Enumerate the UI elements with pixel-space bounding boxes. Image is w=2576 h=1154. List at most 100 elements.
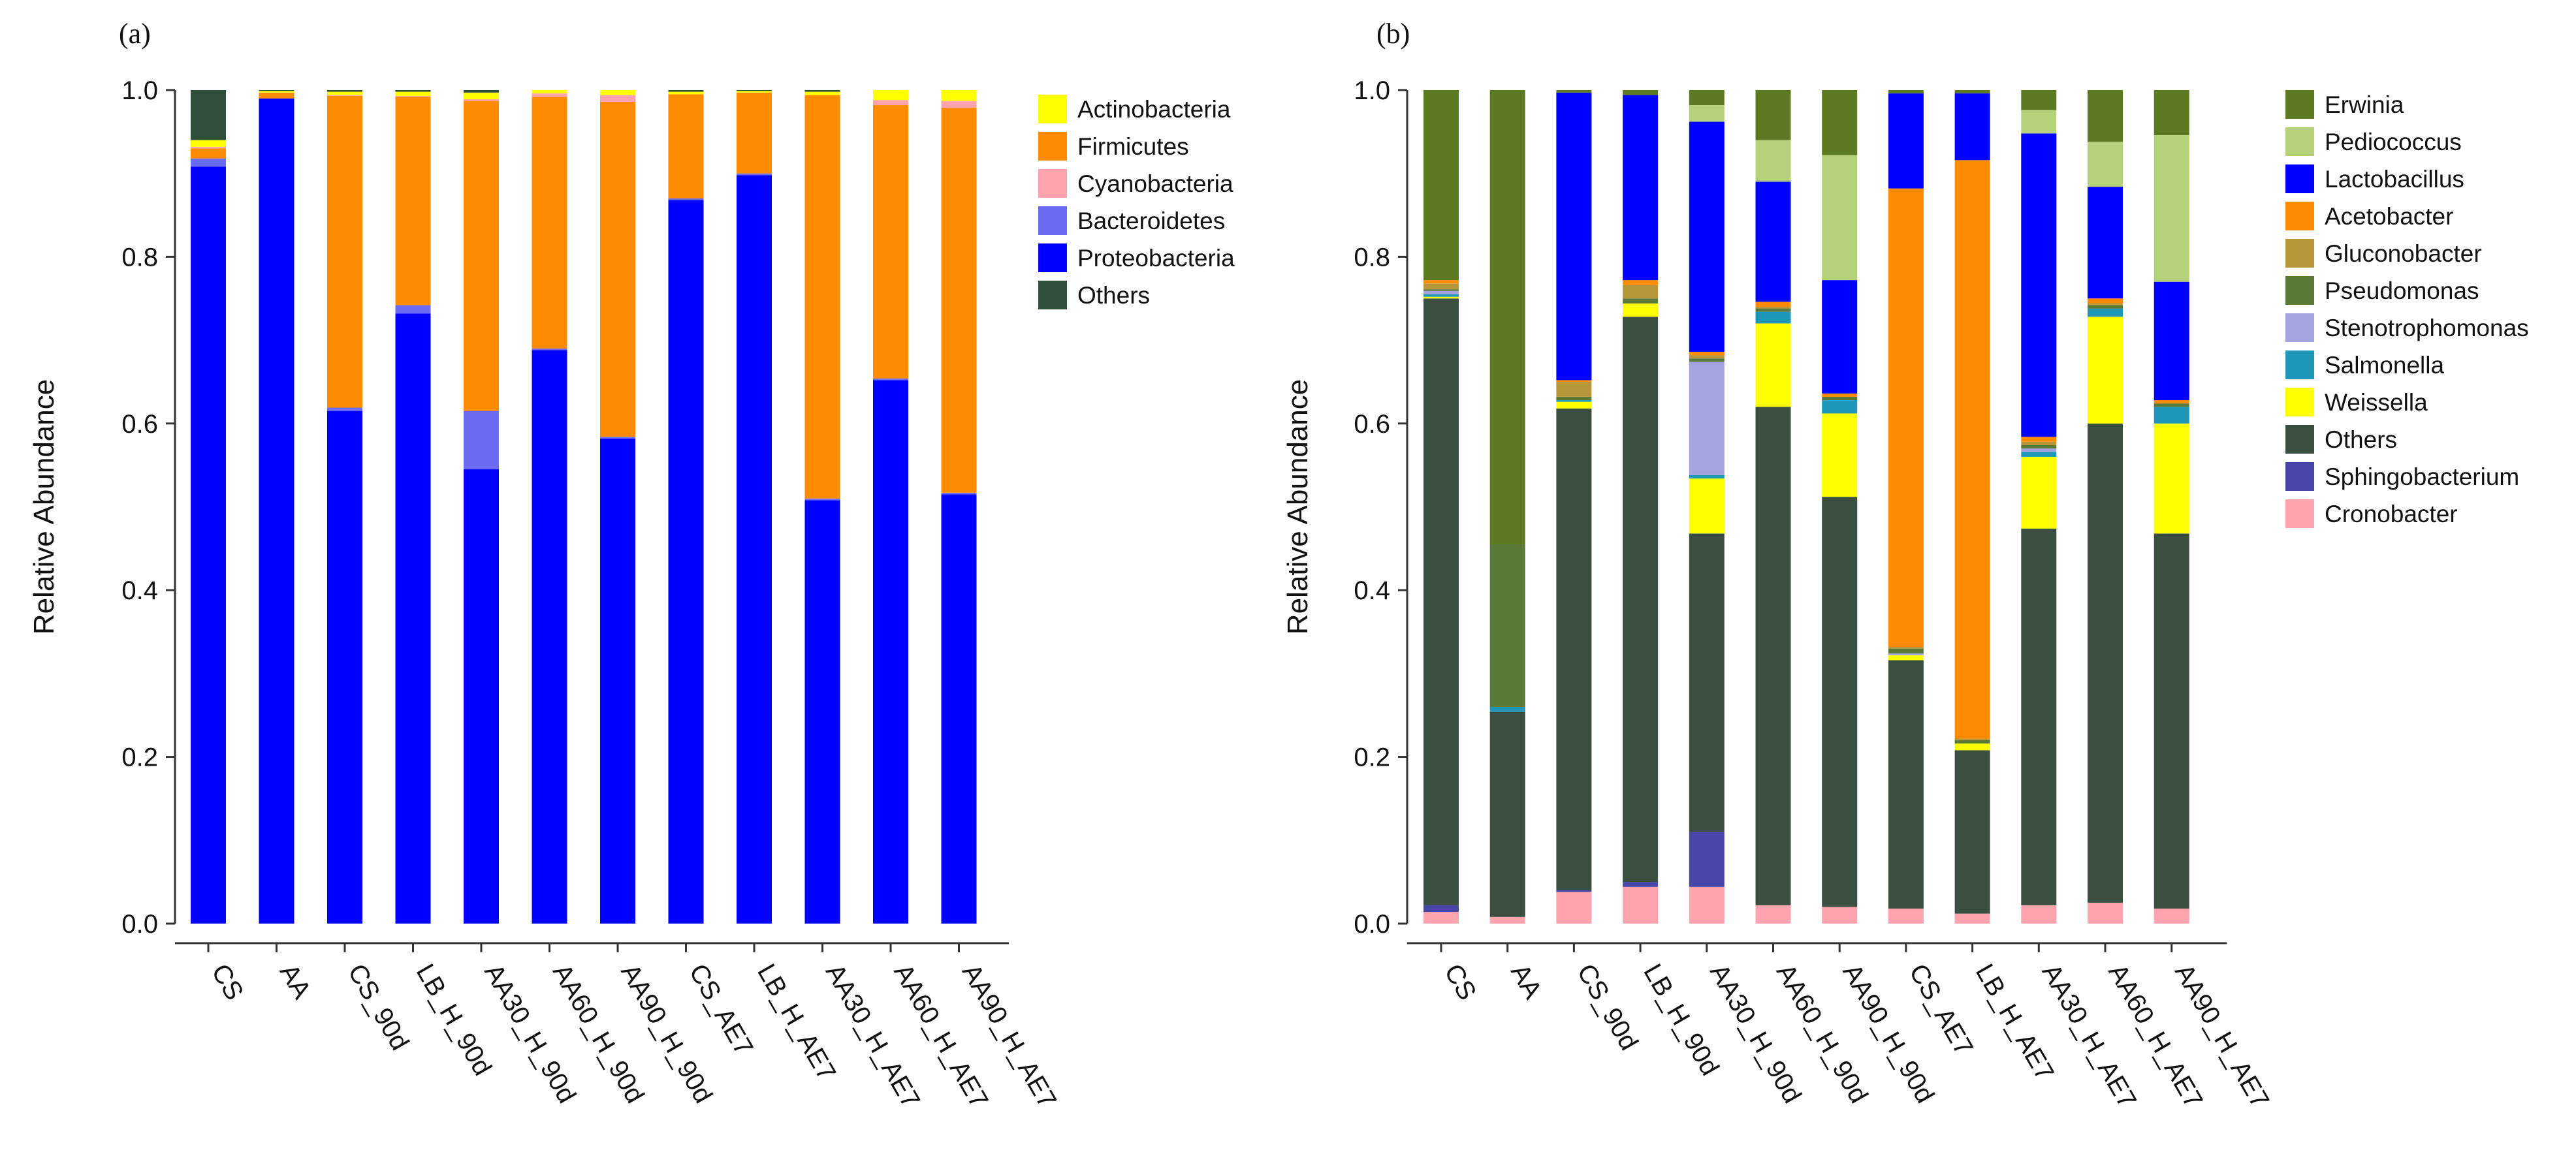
panel-b-segment-others-cs <box>1423 298 1459 905</box>
panel-a-legend-item-firmicutes: Firmicutes <box>1038 132 1189 161</box>
panel-b-segment-cronobacter-lb-h-ae7 <box>1954 913 1990 924</box>
panel-b-bar-aa30-h-90d <box>1689 90 1725 924</box>
panel-b-segment-weissella-lb-h-ae7 <box>1954 743 1990 751</box>
panel-a-legend-label-others: Others <box>1077 282 1150 309</box>
panel-b-segment-sphingobacterium-cs <box>1423 905 1459 912</box>
panel-b-legend-swatch-pseudomonas <box>2285 276 2314 305</box>
panel-b-segment-gluconobacter-aa60-h-ae7 <box>2088 303 2123 305</box>
panel-b-segment-weissella-aa60-h-ae7 <box>2088 317 2123 424</box>
panel-b-segment-pediococcus-aa60-h-90d <box>1755 140 1791 182</box>
panel-b-segment-weissella-aa90-h-ae7 <box>2154 423 2189 534</box>
panel-b-segment-gluconobacter-cs <box>1423 283 1459 290</box>
panel-a-segment-proteobacteria-lb-h-90d <box>395 313 431 924</box>
panel-b-legend-label-sphingobacterium: Sphingobacterium <box>2325 463 2519 490</box>
panel-b-segment-cronobacter-aa30-h-90d <box>1689 886 1725 924</box>
panel-b-legend-item-weissella: Weissella <box>2285 388 2428 416</box>
panel-b-segment-acetobacter-lb-h-90d <box>1623 280 1659 285</box>
panel-b-segment-others-cs-90d <box>1556 408 1592 890</box>
panel-b-segment-salmonella-cs-90d <box>1556 400 1592 402</box>
panel-a-segment-actinobacteria-aa30-h-90d <box>464 92 499 100</box>
panel-a-y-tick-label: 1.0 <box>121 76 158 105</box>
panel-b-legend-item-stenotrophomonas: Stenotrophomonas <box>2285 313 2529 342</box>
panel-a-segment-actinobacteria-lb-h-90d <box>395 91 431 96</box>
panel-a-legend-label-proteobacteria: Proteobacteria <box>1077 245 1235 272</box>
panel-a-bar-cs-ae7 <box>668 90 704 924</box>
panel-b-segment-others-lb-h-90d <box>1623 317 1659 882</box>
panel-a-segment-proteobacteria-lb-h-ae7 <box>737 175 772 924</box>
panel-b-bar-aa <box>1489 90 1525 924</box>
panel-a-segment-bacteroidetes-lb-h-ae7 <box>737 173 772 176</box>
panel-b-legend: Erwinia Pediococcus Lactobacillus Acetobact… <box>2285 90 2529 528</box>
panel-b-y-tick-label: 0.4 <box>1354 576 1390 605</box>
panel-a-legend-swatch-proteobacteria <box>1038 243 1067 272</box>
panel-a-segment-firmicutes-cs-ae7 <box>668 94 704 199</box>
panel-a-segment-proteobacteria-aa90-h-90d <box>600 438 635 924</box>
panel-b-segment-erwinia-cs-ae7 <box>1888 90 1924 94</box>
panel-b-segment-others-aa90-h-ae7 <box>2154 533 2189 909</box>
panel-b-segment-lactobacillus-aa90-h-90d <box>1822 280 1858 394</box>
panel-a-segment-bacteroidetes-aa30-h-ae7 <box>804 498 840 501</box>
panel-b-bar-lb-h-ae7 <box>1954 90 1990 924</box>
panel-a-segment-firmicutes-lb-h-ae7 <box>737 92 772 174</box>
panel-b-segment-others-lb-h-ae7 <box>1954 750 1990 914</box>
panel-b-segment-erwinia-cs <box>1423 90 1459 281</box>
panel-a-y-tick-label: 0.6 <box>121 410 158 439</box>
panel-a-x-tick-label-cs-ae7: CS_AE7 <box>684 959 759 1061</box>
panel-b-legend-label-stenotrophomonas: Stenotrophomonas <box>2325 315 2529 341</box>
panel-b-segment-lactobacillus-lb-h-90d <box>1623 95 1659 281</box>
panel-b-x-tick-label-aa: AA <box>1505 959 1548 1004</box>
panel-b-legend-label-erwinia: Erwinia <box>2325 91 2404 118</box>
panel-b-segment-cronobacter-aa <box>1489 916 1525 924</box>
panel-b-legend-swatch-lactobacillus <box>2285 164 2314 193</box>
panel-a-segment-bacteroidetes-aa90-h-90d <box>600 437 635 439</box>
panel-b-segment-pseudomonas-cs-ae7 <box>1888 648 1924 654</box>
panel-b-segment-erwinia-aa30-h-ae7 <box>2021 90 2057 110</box>
panel-a-bar-aa60-h-ae7 <box>873 90 908 924</box>
panel-b-y-tick-label: 0.6 <box>1354 410 1390 439</box>
panel-a-segment-firmicutes-cs-90d <box>327 95 362 408</box>
panel-b-segment-acetobacter-lb-h-ae7 <box>1954 160 1990 739</box>
panel-b-segment-pseudomonas-lb-h-ae7 <box>1954 740 1990 744</box>
panel-b-segment-stenotrophomonas-cs <box>1423 290 1459 294</box>
panel-b-legend-item-sphingobacterium: Sphingobacterium <box>2285 462 2519 491</box>
panel-a-segment-others-cs-90d <box>327 90 362 92</box>
panel-b-legend-label-salmonella: Salmonella <box>2325 352 2444 379</box>
panel-b-segment-acetobacter-cs-90d <box>1556 380 1592 382</box>
panel-a-bar-aa30-h-ae7 <box>804 90 840 924</box>
panel-b-segment-erwinia-aa90-h-90d <box>1822 90 1858 155</box>
panel-b-bar-aa90-h-90d <box>1822 90 1858 924</box>
panel-a-legend-label-cyanobacteria: Cyanobacteria <box>1077 170 1233 197</box>
panel-b-segment-acetobacter-cs-ae7 <box>1888 188 1924 647</box>
panel-b-legend-label-gluconobacter: Gluconobacter <box>2325 240 2482 267</box>
panel-a-segment-proteobacteria-aa30-h-ae7 <box>804 500 840 924</box>
panel-a-legend-swatch-others <box>1038 281 1067 309</box>
panel-a-segment-proteobacteria-aa60-h-90d <box>532 350 567 924</box>
panel-b-segment-erwinia-aa30-h-90d <box>1689 90 1725 105</box>
panel-a-bar-cs <box>191 90 226 924</box>
panel-b: (b) Relative Abundance 0.0 0.2 0.4 0.6 0.8 1.0 C… <box>1282 18 2529 1113</box>
panel-b-bar-aa30-h-ae7 <box>2021 90 2057 924</box>
panel-b-segment-pseudomonas-aa90-h-ae7 <box>2154 403 2189 407</box>
panel-a-bar-aa60-h-90d <box>532 90 567 924</box>
panel-b-segment-pseudomonas-aa60-h-90d <box>1755 308 1791 312</box>
panel-a: (a) Relative Abundance 0.0 0.2 0.4 0.6 0.8 1.0 C… <box>28 18 1235 1113</box>
panel-b-segment-erwinia-aa60-h-90d <box>1755 90 1791 140</box>
panel-b-segment-stenotrophomonas-aa30-h-90d <box>1689 362 1725 475</box>
panel-b-y-axis-label: Relative Abundance <box>1282 379 1314 634</box>
panel-b-segment-salmonella-aa30-h-ae7 <box>2021 452 2057 457</box>
panel-b-legend-label-acetobacter: Acetobacter <box>2325 203 2453 230</box>
panel-a-segment-firmicutes-aa90-h-90d <box>600 101 635 437</box>
panel-a-y-tick-label: 0.8 <box>121 243 158 272</box>
panel-a-segment-cyanobacteria-lb-h-90d <box>395 95 431 97</box>
panel-b-segment-acetobacter-aa30-h-90d <box>1689 351 1725 356</box>
panel-b-legend-label-cronobacter: Cronobacter <box>2325 501 2458 527</box>
panel-a-segment-actinobacteria-aa90-h-90d <box>600 90 635 95</box>
panel-b-segment-gluconobacter-cs-90d <box>1556 381 1592 397</box>
panel-a-segment-bacteroidetes-aa60-h-90d <box>532 348 567 351</box>
panel-b-segment-lactobacillus-cs-90d <box>1556 92 1592 381</box>
panel-b-legend-swatch-erwinia <box>2285 90 2314 119</box>
panel-b-x-tick-label-cs-90d: CS_90d <box>1572 959 1644 1055</box>
panel-a-bar-lb-h-90d <box>395 90 431 924</box>
panel-b-segment-others-cs-ae7 <box>1888 660 1924 909</box>
panel-b-segment-sphingobacterium-aa30-h-90d <box>1689 832 1725 887</box>
